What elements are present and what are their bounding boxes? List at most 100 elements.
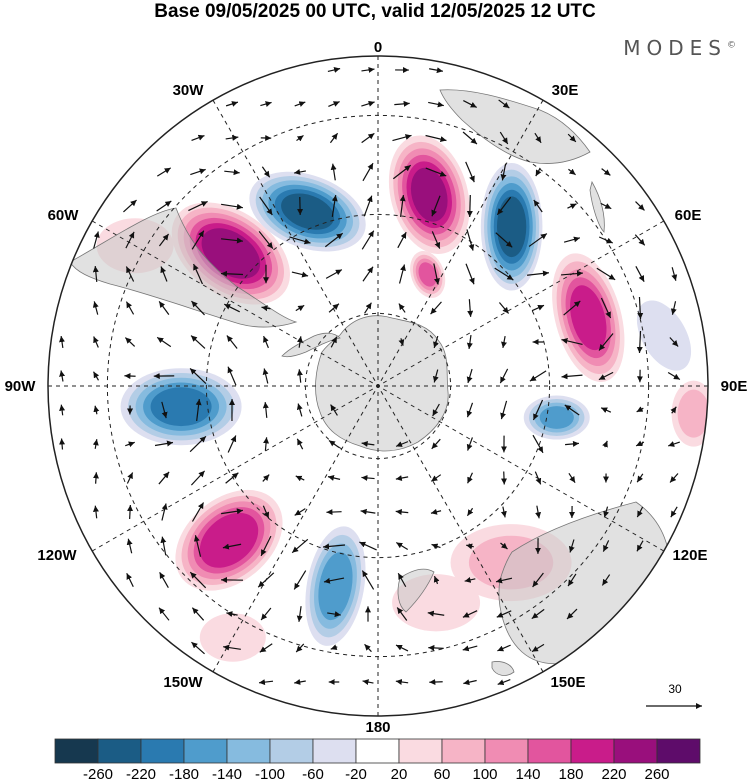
- wind-arrow: [601, 168, 611, 176]
- wind-arrow: [601, 574, 611, 586]
- wind-arrow: [602, 540, 610, 552]
- wind-arrow: [602, 440, 608, 448]
- wind-arrow: [59, 370, 66, 382]
- wind-arrow: [221, 508, 243, 515]
- wind-arrow: [126, 538, 133, 554]
- colorbar-box: [269, 738, 314, 764]
- wind-arrow: [93, 405, 100, 415]
- wind-arrow: [361, 230, 375, 250]
- wind-arrow: [289, 236, 311, 245]
- wind-arrow: [222, 543, 242, 550]
- wind-arrow: [432, 403, 440, 417]
- wind-arrow: [191, 230, 205, 250]
- wind-arrow: [465, 263, 475, 285]
- wind-arrow: [636, 506, 644, 518]
- wind-arrow: [534, 132, 542, 144]
- wind-arrow: [467, 472, 473, 484]
- cb-tick: 220: [601, 766, 626, 783]
- lon-label-0: 0: [374, 39, 382, 56]
- wind-arrow: [529, 370, 547, 382]
- positive-anomaly: [175, 489, 283, 591]
- colorbar-box: [398, 738, 443, 764]
- africa-landmass: [439, 89, 591, 164]
- anomaly-contour: [677, 389, 708, 438]
- wind-arrow: [225, 101, 239, 107]
- wind-arrow: [669, 473, 679, 483]
- cb-tick: 140: [515, 766, 540, 783]
- wind-arrow: [398, 338, 405, 346]
- wind-arrow: [156, 200, 172, 212]
- wind-arrow: [93, 336, 99, 348]
- wind-arrow: [327, 475, 341, 481]
- wind-arrow: [225, 134, 239, 141]
- wind-arrow: [258, 679, 274, 686]
- wind-arrow: [466, 334, 473, 350]
- wind-arrow: [671, 267, 678, 281]
- wind-arrow: [669, 337, 679, 347]
- colorbar-box: [613, 738, 658, 764]
- wind-arrow: [598, 333, 614, 351]
- wind-arrow: [296, 438, 304, 450]
- wind-arrow: [330, 336, 338, 348]
- wind-arrow: [156, 336, 172, 348]
- wind-arrow: [260, 101, 272, 107]
- wind-arrow: [220, 270, 244, 277]
- negative-anomaly: [305, 526, 366, 646]
- wind-arrow: [223, 644, 241, 651]
- wind-arrow: [294, 679, 306, 685]
- wind-arrow: [195, 399, 202, 421]
- wind-arrow: [563, 236, 581, 243]
- wind-arrow: [191, 502, 205, 522]
- wind-arrow: [396, 607, 408, 621]
- wind-arrow: [635, 201, 645, 211]
- anomaly-contour: [496, 196, 527, 258]
- colorbar-box: [656, 738, 701, 764]
- wind-arrow: [499, 131, 509, 145]
- lon-label-120w: 120W: [37, 547, 77, 564]
- wind-arrow: [221, 203, 243, 210]
- wind-arrow: [328, 101, 340, 107]
- tasmania-landmass: [491, 661, 515, 676]
- wind-arrow: [399, 195, 406, 217]
- wind-arrow: [463, 100, 477, 108]
- wind-arrow: [498, 99, 510, 109]
- wind-arrow: [225, 472, 239, 484]
- wind-arrow: [433, 575, 440, 585]
- wind-arrow: [535, 167, 542, 177]
- wind-arrow: [262, 368, 269, 384]
- anomaly-contour: [199, 512, 259, 568]
- wind-arrow: [466, 229, 475, 251]
- wind-arrow: [154, 440, 174, 447]
- wind-arrow: [500, 506, 507, 518]
- wind-arrow: [227, 435, 237, 453]
- lon-label-150e: 150E: [550, 674, 585, 691]
- wind-arrow: [531, 643, 545, 653]
- wind-arrow: [431, 438, 441, 450]
- antarctic-peninsula: [281, 332, 341, 358]
- wind-arrow: [466, 194, 473, 218]
- colorbar-box: [226, 738, 271, 764]
- wind-arrow: [360, 508, 376, 515]
- wind-arrow: [158, 607, 170, 621]
- wind-arrow: [636, 473, 644, 483]
- wind-arrow: [430, 474, 442, 482]
- wind-arrow: [362, 162, 374, 182]
- wind-arrow: [429, 679, 443, 686]
- wind-arrow: [398, 303, 406, 313]
- wind-arrow: [325, 269, 343, 279]
- anomaly-contour: [199, 613, 266, 662]
- wind-arrow: [262, 505, 270, 519]
- wind-arrow: [495, 577, 513, 584]
- wind-arrow: [364, 302, 372, 314]
- wind-arrow: [395, 542, 409, 550]
- wind-arrow: [501, 335, 507, 349]
- colorbar-box: [527, 738, 572, 764]
- colorbar-box: [484, 738, 529, 764]
- wind-arrow: [296, 134, 304, 142]
- wind-arrow: [635, 440, 645, 447]
- wind-arrow: [636, 330, 643, 354]
- wind-arrow: [125, 231, 135, 249]
- wind-arrow: [531, 608, 545, 620]
- wind-arrow: [92, 371, 100, 381]
- lon-label-60w: 60W: [48, 207, 80, 224]
